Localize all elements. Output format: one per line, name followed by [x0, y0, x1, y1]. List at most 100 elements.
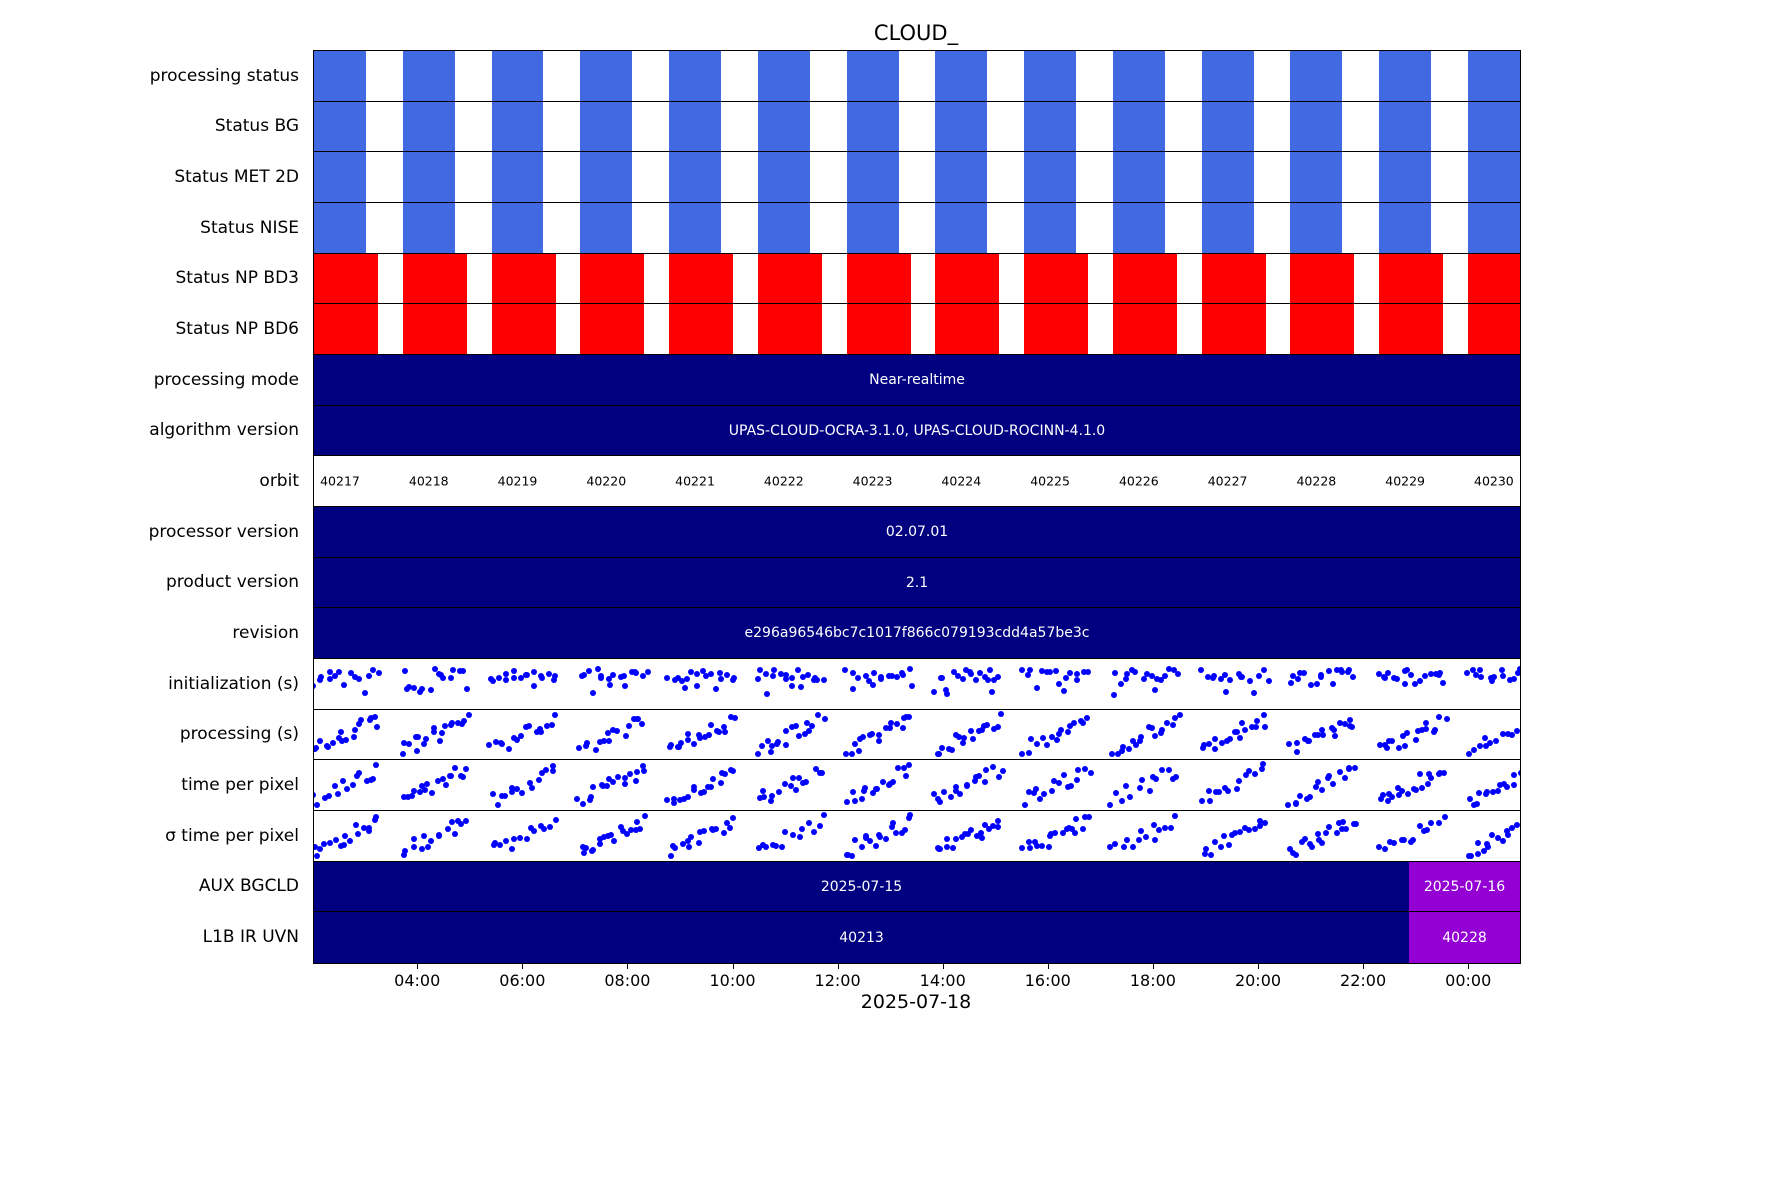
- scatter-dot: [1402, 681, 1409, 688]
- scatter-dot: [1391, 839, 1398, 846]
- scatter-dot: [1173, 774, 1180, 781]
- scatter-dot: [1474, 850, 1481, 857]
- orbit-number: 40220: [586, 473, 627, 489]
- scatter-dot: [813, 765, 820, 772]
- row-blocks: [314, 102, 1520, 152]
- scatter-dot: [458, 773, 465, 780]
- scatter-dot: [1174, 670, 1181, 677]
- scatter-dot: [1234, 728, 1241, 735]
- scatter-dot: [420, 741, 427, 748]
- scatter-dot: [782, 671, 789, 678]
- scatter-dot: [1435, 771, 1442, 778]
- scatter-dot: [644, 669, 651, 676]
- scatter-dot: [712, 686, 719, 693]
- status-block: [1290, 102, 1343, 151]
- scatter-dot: [1466, 751, 1473, 758]
- scatter-dot: [1349, 724, 1356, 731]
- scatter-dot: [906, 815, 913, 822]
- scatter-dot: [605, 737, 612, 744]
- scatter-dot: [1060, 772, 1067, 779]
- scatter-dot: [609, 672, 616, 679]
- scatter-dot: [632, 777, 639, 784]
- scatter-dot: [622, 732, 629, 739]
- scatter-dot: [1495, 787, 1502, 794]
- scatter-dot: [406, 683, 413, 690]
- scatter-dot: [1071, 829, 1078, 836]
- scatter-dot: [1070, 720, 1077, 727]
- scatter-dot: [983, 766, 990, 773]
- status-block: [1467, 304, 1520, 354]
- scatter-dot: [1053, 667, 1060, 674]
- status-block: [935, 254, 1000, 303]
- scatter-dot: [950, 669, 957, 676]
- scatter-dot: [1237, 735, 1244, 742]
- scatter-dot: [538, 769, 545, 776]
- scatter-dot: [1408, 672, 1415, 679]
- status-block: [1112, 152, 1165, 202]
- scatter-dot: [1062, 675, 1069, 682]
- scatter-dot: [1120, 743, 1127, 750]
- scatter-dot: [1353, 821, 1360, 828]
- scatter-dot: [994, 824, 1001, 831]
- scatter-dot: [1432, 671, 1439, 678]
- status-block: [1201, 203, 1254, 253]
- scatter-dot: [621, 683, 628, 690]
- x-tick-mark: [417, 964, 419, 969]
- scatter-dot: [875, 737, 882, 744]
- scatter-dot: [438, 729, 445, 736]
- scatter-dot: [1377, 741, 1384, 748]
- scatter-dot: [715, 728, 722, 735]
- scatter-dot: [1081, 669, 1088, 676]
- scatter-dot: [466, 712, 473, 719]
- scatter-dot: [603, 783, 610, 790]
- scatter-dot: [360, 825, 367, 832]
- scatter-dot: [1058, 726, 1064, 733]
- bar-value: 2.1: [905, 574, 929, 591]
- x-tick-label: 14:00: [919, 971, 966, 990]
- scatter-dot: [411, 787, 418, 794]
- scatter-dot: [499, 741, 506, 748]
- scatter-dot: [1246, 677, 1253, 684]
- scatter-dot: [870, 681, 876, 688]
- scatter-dot: [1308, 682, 1315, 689]
- scatter-dot: [546, 823, 553, 830]
- scatter-dot: [1079, 720, 1086, 727]
- scatter-dot: [1151, 686, 1158, 693]
- scatter-dot: [1504, 827, 1511, 834]
- scatter-dot: [356, 770, 363, 777]
- scatter-dot: [552, 712, 559, 719]
- scatter-dot: [893, 720, 900, 727]
- status-block: [1467, 152, 1520, 202]
- scatter-dot: [1038, 667, 1045, 674]
- scatter-dot: [984, 676, 991, 683]
- scatter-dot: [371, 714, 378, 721]
- scatter-dot: [640, 768, 647, 775]
- scatter-dot: [1286, 846, 1293, 853]
- status-block: [846, 254, 911, 303]
- scatter-dot: [1300, 670, 1307, 677]
- scatter-dot: [1226, 677, 1233, 684]
- scatter-dot: [1249, 724, 1256, 731]
- scatter-dot: [1037, 796, 1044, 803]
- scatter-dot: [365, 824, 372, 831]
- scatter-dot: [697, 734, 704, 741]
- scatter-dot: [522, 724, 529, 731]
- scatter-dot: [995, 674, 1002, 681]
- scatter-dot: [1318, 840, 1325, 847]
- status-block: [935, 304, 1000, 354]
- x-tick-label: 06:00: [499, 971, 546, 990]
- scatter-dot: [1489, 789, 1496, 796]
- scatter-dot: [331, 783, 338, 790]
- scatter-dot: [889, 819, 896, 826]
- scatter-dot: [848, 751, 855, 758]
- scatter-dot: [529, 785, 536, 792]
- scatter-dot: [893, 830, 900, 837]
- scatter-dot: [1224, 738, 1231, 745]
- scatter-dot: [685, 843, 692, 850]
- scatter-dot: [996, 773, 1003, 780]
- scatter-dot: [1487, 740, 1494, 747]
- scatter-dot: [321, 795, 328, 802]
- status-block: [580, 203, 633, 253]
- scatter-dot: [1085, 669, 1092, 676]
- scatter-dot: [508, 784, 515, 791]
